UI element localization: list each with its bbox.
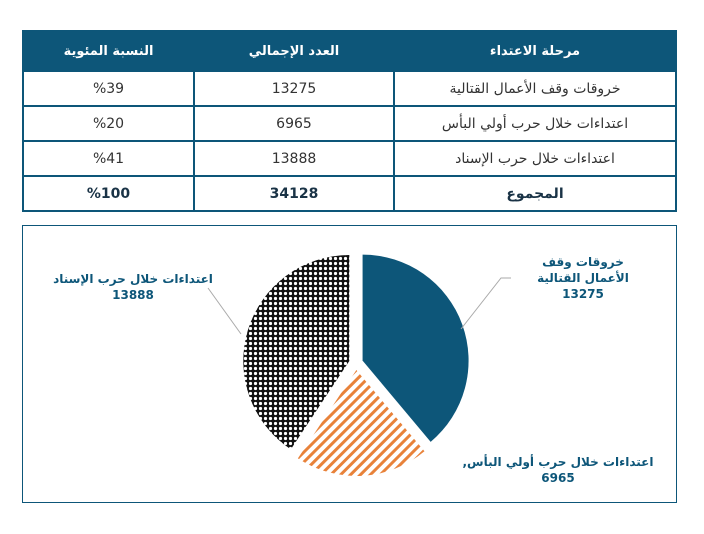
label-value: 13888 <box>112 288 154 302</box>
slice-uli-albas <box>297 369 425 476</box>
total-count: 34128 <box>193 175 395 212</box>
table-row: اعتداءات خلال حرب الإسناد 13888 %41 <box>22 140 677 177</box>
header-percent: النسبة المئوية <box>22 30 195 72</box>
label-value: 6965 <box>541 471 575 485</box>
label-isnad: اعتداءات خلال حرب الإسناد 13888 <box>43 271 223 303</box>
table-row: اعتداءات خلال حرب أولي البأس 6965 %20 <box>22 105 677 142</box>
cell-count: 13275 <box>193 70 395 107</box>
cell-stage: اعتداءات خلال حرب الإسناد <box>393 140 677 177</box>
label-ceasefire: خروقات وقف الأعمال القتالية 13275 <box>523 254 643 302</box>
cell-count: 6965 <box>193 105 395 142</box>
pie-chart: خروقات وقف الأعمال القتالية 13275 اعتداء… <box>22 225 677 503</box>
cell-percent: %20 <box>22 105 195 142</box>
header-count: العدد الإجمالي <box>193 30 395 72</box>
total-percent: %100 <box>22 175 195 212</box>
total-label: المجموع <box>393 175 677 212</box>
slice-isnad <box>243 254 350 450</box>
label-name: خروقات وقف الأعمال القتالية <box>537 255 629 285</box>
label-value: 13275 <box>562 287 604 301</box>
leader-line <box>460 277 511 330</box>
table-row: خروقات وقف الأعمال القتالية 13275 %39 <box>22 70 677 107</box>
cell-stage: خروقات وقف الأعمال القتالية <box>393 70 677 107</box>
pie-svg <box>207 254 511 476</box>
label-uli-albas: اعتداءات خلال حرب أولي البأس, 6965 <box>443 454 673 486</box>
leader-line <box>207 287 242 335</box>
label-name: اعتداءات خلال حرب أولي البأس, <box>462 455 654 469</box>
cell-percent: %39 <box>22 70 195 107</box>
cell-stage: اعتداءات خلال حرب أولي البأس <box>393 105 677 142</box>
total-row: المجموع 34128 %100 <box>22 175 677 212</box>
label-name: اعتداءات خلال حرب الإسناد <box>53 272 213 286</box>
header-stage: مرحلة الاعتداء <box>393 30 677 72</box>
slice-ceasefire <box>362 254 469 442</box>
cell-percent: %41 <box>22 140 195 177</box>
attacks-table: مرحلة الاعتداء العدد الإجمالي النسبة الم… <box>22 30 677 212</box>
cell-count: 13888 <box>193 140 395 177</box>
